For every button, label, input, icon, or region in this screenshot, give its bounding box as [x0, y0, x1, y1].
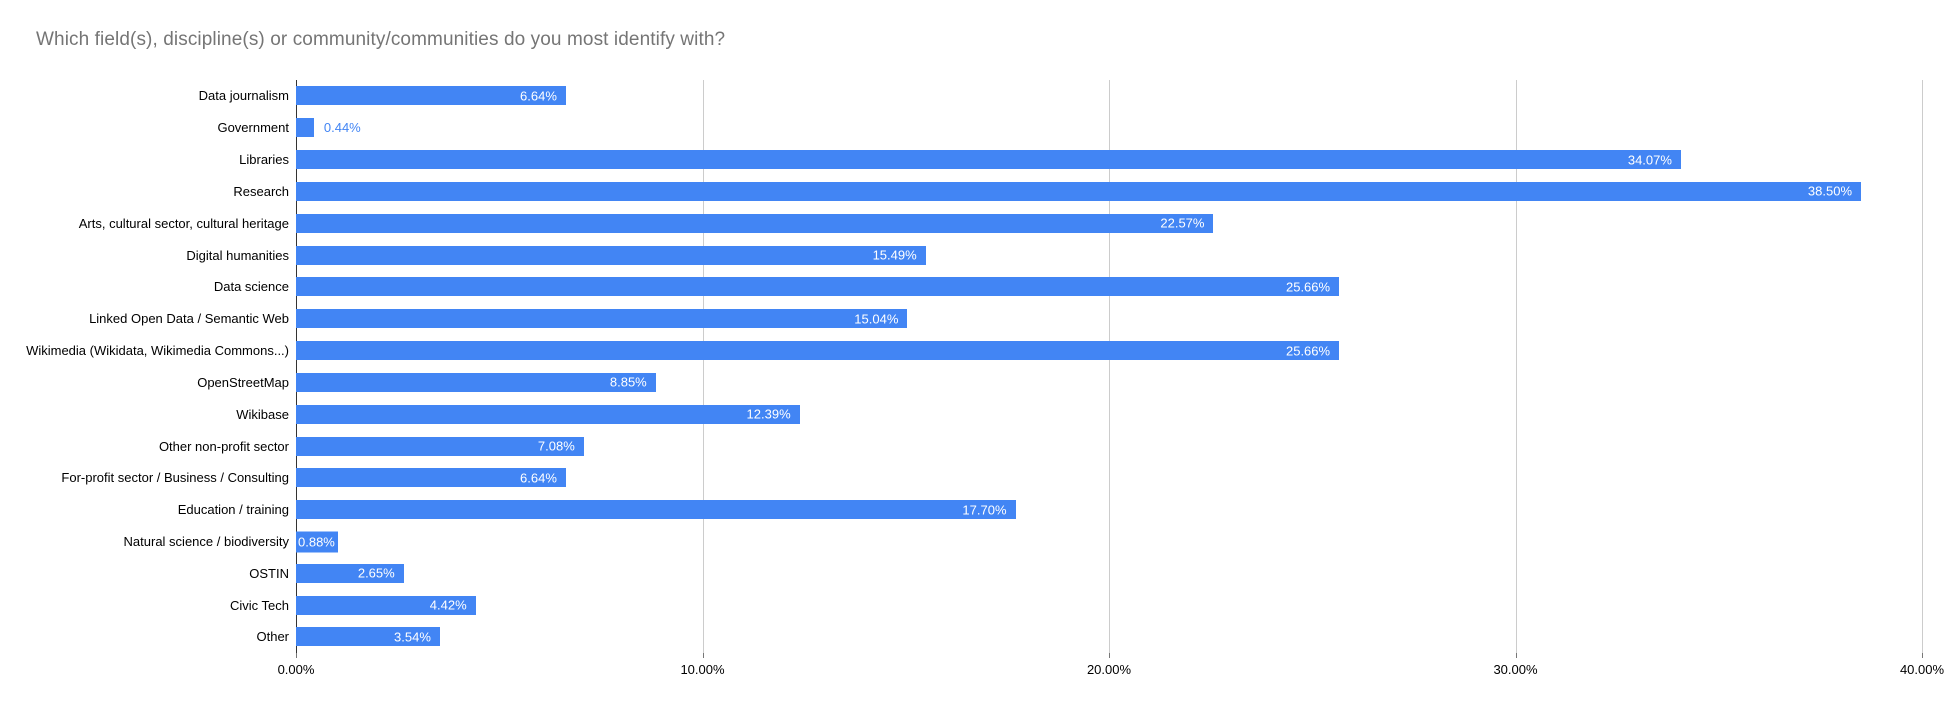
x-axis-tick-label: 20.00% [1086, 662, 1132, 677]
bar[interactable]: 3.54% [296, 627, 440, 647]
bar[interactable] [296, 118, 314, 138]
bar[interactable]: 2.65% [296, 563, 404, 583]
gridline [1922, 80, 1923, 653]
bar[interactable]: 0.88% [296, 531, 338, 552]
bar[interactable]: 15.04% [296, 309, 908, 329]
category-label: Arts, cultural sector, cultural heritage [78, 215, 289, 231]
bar[interactable]: 25.66% [296, 341, 1340, 361]
bar-value-label: 34.07% [1627, 152, 1672, 168]
bar-row: Wikimedia (Wikidata, Wikimedia Commons..… [26, 335, 1922, 367]
bar-value-label: 25.66% [1285, 279, 1331, 295]
axis-tickmark [296, 653, 297, 658]
bar-value-label: 17.70% [962, 502, 1007, 518]
category-label: OpenStreetMap [197, 374, 289, 390]
bar-value-label: 4.42% [429, 597, 467, 613]
bar-row: OSTIN 2.65% [249, 557, 1922, 589]
bar-row: Wikibase 12.39% [236, 398, 1922, 430]
bar-row: OpenStreetMap 8.85% [197, 366, 1922, 398]
bar-row: Other non-profit sector 7.08% [159, 430, 1922, 462]
gridline [702, 80, 704, 653]
category-label: For-profit sector / Business / Consultin… [61, 470, 289, 486]
bar-value-label: 0.88% [296, 531, 338, 552]
category-label: Civic Tech [229, 597, 289, 613]
zero-axis-line [296, 80, 297, 653]
category-label: Research [233, 183, 289, 199]
x-axis-tick-label: 40.00% [1899, 662, 1945, 677]
bar-value-label: 25.66% [1285, 343, 1331, 359]
bar-row: Data journalism 6.64% [199, 80, 1922, 112]
gridline [1109, 80, 1110, 653]
bar-value-label: 15.04% [854, 311, 899, 327]
category-label: Other non-profit sector [158, 438, 289, 454]
bar-row: Research 38.50% [233, 175, 1922, 207]
bar[interactable]: 15.49% [296, 245, 926, 265]
axis-tickmark [1515, 653, 1517, 658]
bar-value-label: 8.85% [609, 374, 647, 390]
category-label: Linked Open Data / Semantic Web [89, 311, 289, 327]
gridline [1515, 80, 1517, 653]
bar[interactable]: 22.57% [296, 213, 1214, 233]
category-label: Natural science / biodiversity [123, 534, 289, 549]
bar-value-label: 6.64% [520, 470, 557, 486]
bar-value-label: 6.64% [520, 88, 557, 104]
bar-row: Education / training 17.70% [178, 494, 1922, 526]
axis-tickmark [1109, 653, 1110, 658]
bar-value-label: 22.57% [1160, 215, 1205, 231]
bar-row: Libraries 34.07% [239, 144, 1922, 176]
bar-value-label: 38.50% [1807, 183, 1853, 199]
chart-title: Which field(s), discipline(s) or communi… [36, 29, 726, 50]
bar[interactable]: 8.85% [296, 372, 656, 392]
bar[interactable]: 4.42% [296, 595, 476, 615]
bar[interactable]: 7.08% [296, 436, 584, 456]
plot-area: Data journalism 6.64% Government 0.44% L… [26, 80, 1923, 658]
bar-row: Arts, cultural sector, cultural heritage… [79, 207, 1922, 239]
bar-row: For-profit sector / Business / Consultin… [61, 462, 1922, 494]
category-label: OSTIN [249, 565, 289, 581]
bar-value-label: 12.39% [746, 406, 791, 422]
bar[interactable]: 17.70% [296, 500, 1016, 520]
bar-value-label: 2.65% [357, 565, 395, 581]
bar-value-label: 3.54% [394, 629, 431, 645]
bar-row: Data science 25.66% [214, 271, 1922, 303]
bar-value-label: 0.44% [323, 120, 361, 136]
bar[interactable]: 34.07% [296, 150, 1681, 170]
bar[interactable]: 25.66% [296, 277, 1340, 297]
axis-tickmark [1922, 653, 1923, 658]
category-label: Data science [213, 279, 289, 295]
category-label: Libraries [239, 152, 289, 168]
x-axis-tick-label: 10.00% [680, 662, 725, 677]
category-label: Wikimedia (Wikidata, Wikimedia Commons..… [26, 343, 289, 359]
category-label: Wikibase [236, 406, 289, 422]
bar[interactable]: 6.64% [296, 468, 566, 488]
category-label: Government [217, 120, 289, 136]
bar-rows: Data journalism 6.64% Government 0.44% L… [26, 80, 1922, 653]
bar[interactable]: 12.39% [296, 404, 800, 424]
bar-row: Civic Tech 4.42% [230, 589, 1922, 621]
bar-row: Linked Open Data / Semantic Web 15.04% [89, 303, 1922, 335]
bar-value-label: 15.49% [872, 247, 917, 263]
x-axis-tick-label: 0.00% [277, 662, 315, 677]
bar-row: Other 3.54% [256, 621, 1922, 653]
bar-value-label: 7.08% [537, 438, 575, 454]
bar-row: Natural science / biodiversity 0.88% [124, 526, 1922, 558]
category-label: Other [256, 629, 289, 645]
bar[interactable]: 6.64% [296, 86, 566, 106]
x-axis: 0.00% 10.00% 20.00% 30.00% 40.00% [278, 662, 1944, 682]
category-label: Data journalism [198, 88, 289, 104]
bar-row: Digital humanities 15.49% [186, 239, 1922, 271]
category-label: Digital humanities [186, 247, 289, 263]
bar-row: Government 0.44% [217, 112, 1922, 144]
x-axis-tick-label: 30.00% [1493, 662, 1538, 677]
category-label: Education / training [177, 502, 289, 518]
axis-tickmark [702, 653, 704, 658]
bar[interactable]: 38.50% [296, 181, 1862, 201]
